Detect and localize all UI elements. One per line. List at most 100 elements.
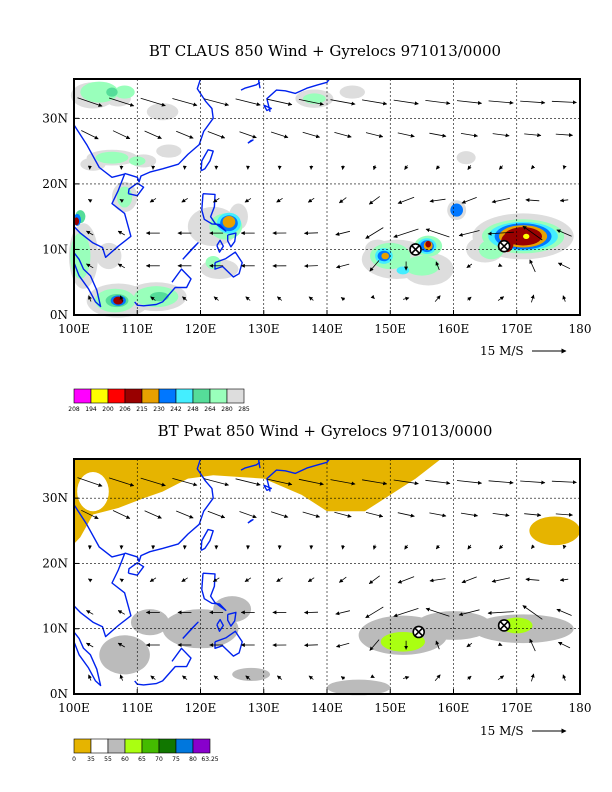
- wind-arrow: [559, 577, 569, 582]
- wind-arrow: [461, 197, 477, 204]
- wind-arrow: [555, 133, 573, 138]
- wind-arrow: [365, 512, 384, 518]
- wind-arrow: [119, 295, 124, 302]
- colorbar: 208 194 200 206 215 230 242 248 264 280 285: [68, 388, 250, 413]
- wind-arrow: [425, 479, 451, 485]
- gyre-marker-cross: [414, 627, 424, 637]
- wind-arrow: [434, 295, 441, 302]
- wind-arrow: [435, 640, 440, 650]
- field-shading: [232, 667, 271, 681]
- wind-arrow: [402, 296, 410, 301]
- wind-arrow: [119, 674, 124, 681]
- wind-arrow: [86, 263, 94, 269]
- wind-arrow: [365, 227, 384, 239]
- wind-arrow: [562, 165, 567, 170]
- y-tick-label: 30N: [42, 111, 68, 125]
- wind-arrow: [267, 478, 293, 486]
- wind-arrow: [551, 480, 577, 485]
- colorbar-swatch: [141, 388, 160, 404]
- coastline-segment: [247, 519, 254, 524]
- x-tick-label: 140E: [311, 701, 343, 715]
- field-shading: [450, 203, 463, 217]
- colorbar-swatch: [192, 738, 211, 754]
- field-shading: [114, 85, 135, 99]
- x-tick-label: 160E: [438, 322, 470, 336]
- wind-arrow: [203, 478, 229, 487]
- field-shading: [213, 596, 252, 623]
- x-tick-labels: 100E 110E 120E 130E 140E 150E 160E 170E 180: [58, 689, 591, 715]
- y-tick-labels: 0N 10N 20N 30N: [42, 491, 79, 701]
- gyre-marker-cross: [499, 241, 509, 251]
- colorbar-label: 264: [204, 406, 216, 413]
- wind-arrow: [172, 98, 198, 107]
- wind-arrow: [488, 480, 514, 485]
- x-tick-label: 160E: [438, 701, 470, 715]
- wind-arrow: [562, 544, 567, 550]
- wind-arrow: [304, 231, 319, 236]
- colorbar: 0 35 55 60 65 70 75 80 63.25: [72, 738, 219, 763]
- field-shading: [396, 266, 410, 275]
- wind-arrow: [77, 97, 103, 107]
- wind-arrow: [524, 133, 542, 138]
- wind-arrow: [86, 230, 94, 236]
- wind-vectors: [77, 477, 577, 682]
- coastline-segment: [73, 252, 102, 308]
- wind-arrow: [308, 296, 314, 301]
- field-shading: [327, 679, 391, 696]
- wind-arrow: [245, 296, 251, 301]
- wind-arrow: [150, 296, 156, 301]
- coastline-segment: [240, 81, 261, 91]
- gyre-marker-cross: [499, 620, 509, 631]
- wind-arrow: [368, 575, 380, 585]
- wind-arrow: [144, 510, 162, 519]
- wind-arrow: [213, 675, 219, 680]
- wind-arrow: [529, 259, 536, 273]
- wind-arrow: [336, 263, 350, 269]
- wind-arrow: [117, 642, 126, 648]
- coastline-segment: [124, 458, 214, 563]
- wind-arrow: [458, 230, 480, 237]
- gyre-locations: [412, 619, 511, 639]
- wind-arrow: [144, 130, 162, 139]
- wind-arrow: [244, 198, 252, 203]
- wind-arrow: [520, 100, 546, 105]
- colorbar-swatch: [175, 388, 194, 404]
- wind-arrow: [304, 643, 318, 648]
- colorbar-label: 200: [102, 406, 114, 413]
- gridlines: [74, 79, 580, 315]
- x-tick-label: 120E: [185, 322, 217, 336]
- wind-arrow: [335, 230, 350, 236]
- wind-arrow: [498, 544, 504, 550]
- x-tick-label: 150E: [374, 701, 406, 715]
- wind-arrow: [557, 262, 571, 270]
- x-tick-label: 170E: [501, 322, 533, 336]
- wind-arrow: [335, 610, 350, 616]
- wind-arrow: [207, 510, 226, 519]
- wind-arrow: [276, 675, 283, 680]
- wind-arrow: [362, 99, 388, 106]
- wind-arrow: [491, 197, 510, 204]
- wind-arrow: [239, 511, 257, 519]
- y-tick-labels: 0N 10N 20N 30N: [42, 111, 79, 322]
- wind-arrow: [140, 97, 166, 107]
- wind-arrow: [372, 165, 377, 171]
- wind-arrow: [487, 610, 514, 615]
- wind-arrow: [393, 608, 419, 618]
- field-shading: [222, 216, 236, 228]
- wind-arrow: [88, 295, 92, 302]
- colorbar-label: 70: [155, 756, 163, 763]
- wind-arrow: [425, 607, 450, 617]
- wind-arrow: [212, 577, 220, 583]
- wind-arrow: [530, 673, 535, 682]
- wind-arrow: [555, 512, 573, 517]
- panel2-title: BT Pwat 850 Wind + Gyrelocs 971013/0000: [158, 422, 493, 440]
- vector-scale-label: 15 M/S: [480, 344, 524, 358]
- wind-arrow: [119, 198, 125, 203]
- wind-arrow: [336, 642, 350, 648]
- wind-arrow: [341, 545, 346, 550]
- x-tick-label: 100E: [58, 322, 90, 336]
- coastline-segment: [73, 631, 102, 687]
- field-shading: [95, 151, 129, 164]
- x-tick-label: 120E: [185, 701, 217, 715]
- colorbar-swatch: [73, 388, 92, 404]
